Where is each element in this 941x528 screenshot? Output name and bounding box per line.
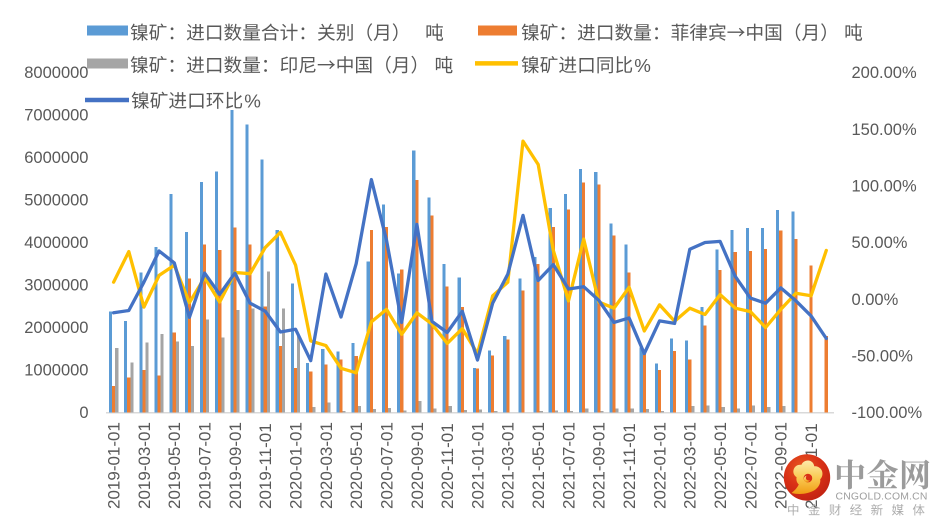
svg-text:100.00%: 100.00%: [852, 178, 917, 196]
svg-text:2020-01-01: 2020-01-01: [287, 422, 306, 509]
svg-text:2019-01-01: 2019-01-01: [105, 422, 124, 509]
svg-text:%: %: [244, 90, 261, 111]
svg-text:2022-01-01: 2022-01-01: [650, 422, 669, 509]
svg-text:4000000: 4000000: [24, 234, 88, 252]
svg-text:1000000: 1000000: [24, 362, 88, 380]
svg-text:2019-09-01: 2019-09-01: [226, 422, 245, 509]
svg-text:0: 0: [79, 404, 88, 422]
svg-text:2019-05-01: 2019-05-01: [165, 422, 184, 509]
svg-text:2022-03-01: 2022-03-01: [681, 422, 700, 509]
svg-text:2020-03-01: 2020-03-01: [317, 422, 336, 509]
svg-text:7000000: 7000000: [24, 107, 88, 125]
svg-text:2021-03-01: 2021-03-01: [499, 422, 518, 509]
svg-text:0.00%: 0.00%: [852, 291, 899, 309]
svg-text:2021-01-01: 2021-01-01: [468, 422, 487, 509]
svg-text:2019-11-01: 2019-11-01: [256, 423, 275, 509]
svg-text:2022-09-01: 2022-09-01: [772, 422, 791, 509]
svg-text:2000000: 2000000: [24, 319, 88, 337]
svg-text:2019-03-01: 2019-03-01: [135, 422, 154, 509]
svg-text:5000000: 5000000: [24, 192, 88, 210]
svg-text:150.00%: 150.00%: [852, 121, 917, 139]
svg-text:3000000: 3000000: [24, 277, 88, 295]
svg-text:2022-05-01: 2022-05-01: [711, 422, 730, 509]
svg-text:2021-11-01: 2021-11-01: [620, 423, 639, 509]
svg-text:-100.00%: -100.00%: [852, 404, 923, 422]
svg-text:200.00%: 200.00%: [852, 64, 917, 82]
svg-text:2020-07-01: 2020-07-01: [377, 422, 396, 509]
svg-text:2019-07-01: 2019-07-01: [196, 422, 215, 509]
svg-text:2021-09-01: 2021-09-01: [590, 422, 609, 509]
svg-text:2020-11-01: 2020-11-01: [438, 423, 457, 509]
svg-text:2020-05-01: 2020-05-01: [347, 422, 366, 509]
svg-text:2021-07-01: 2021-07-01: [559, 422, 578, 509]
svg-text:%: %: [634, 55, 651, 76]
svg-text:6000000: 6000000: [24, 149, 88, 167]
svg-text:8000000: 8000000: [24, 64, 88, 82]
svg-text:CNGOLD.COM.CN: CNGOLD.COM.CN: [836, 492, 928, 503]
svg-text:50.00%: 50.00%: [852, 234, 908, 252]
svg-text:2022-07-01: 2022-07-01: [741, 422, 760, 509]
svg-text:-50.00%: -50.00%: [852, 348, 914, 366]
svg-text:2021-05-01: 2021-05-01: [529, 422, 548, 509]
svg-text:2020-09-01: 2020-09-01: [408, 422, 427, 509]
